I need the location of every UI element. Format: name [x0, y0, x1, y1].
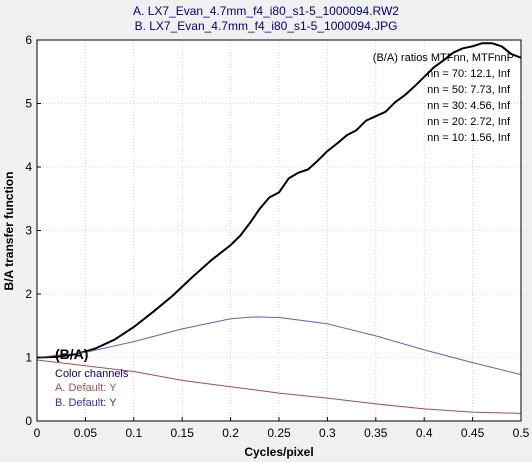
ratio-table: (B/A) ratios MTFnn, MTFnnP nn = 70: 12.1… — [373, 52, 514, 144]
ratio-table-header: (B/A) ratios MTFnn, MTFnnP — [373, 52, 514, 64]
ratio-table-row: nn = 10: 1.56, Inf — [427, 132, 511, 144]
x-tick-label: 0.3 — [319, 426, 336, 440]
x-axis-ticks: 0 0.05 0.1 0.15 0.2 0.25 0.3 0.35 0.4 0.45 0.5 — [34, 417, 530, 440]
x-tick-label: 0.45 — [461, 426, 485, 440]
y-tick-label: 3 — [25, 224, 32, 238]
legend: (B/A) Color channels A. Default: Y B. De… — [55, 346, 129, 409]
x-tick-label: 0.5 — [513, 426, 530, 440]
legend-item-a: A. Default: Y — [55, 382, 117, 394]
ratio-table-row: nn = 30: 4.56, Inf — [427, 100, 511, 112]
x-tick-label: 0.05 — [74, 426, 98, 440]
series-layer — [36, 42, 522, 414]
legend-heading: Color channels — [55, 368, 129, 380]
series-line-1 — [36, 316, 522, 376]
y-tick-label: 1 — [25, 351, 32, 365]
x-tick-label: 0 — [34, 426, 41, 440]
ratio-table-row: nn = 50: 7.73, Inf — [427, 84, 511, 96]
chart-title-line-b: B. LX7_Evan_4.7mm_f4_i80_s1-5_1000094.JP… — [135, 19, 398, 33]
x-tick-label: 0.1 — [125, 426, 142, 440]
y-tick-label: 5 — [25, 97, 32, 111]
x-tick-label: 0.2 — [222, 426, 239, 440]
x-tick-label: 0.25 — [267, 426, 291, 440]
x-tick-label: 0.4 — [416, 426, 433, 440]
series-line-0 — [36, 42, 522, 359]
legend-ratio-label: (B/A) — [55, 346, 88, 362]
ratio-table-row: nn = 70: 12.1, Inf — [427, 68, 511, 80]
y-tick-label: 6 — [25, 33, 32, 47]
y-tick-label: 4 — [25, 160, 32, 174]
y-axis-ticks: 0 1 2 3 4 5 6 — [25, 33, 41, 428]
x-axis-label: Cycles/pixel — [244, 445, 313, 459]
y-tick-label: 0 — [25, 414, 32, 428]
legend-item-b: B. Default: Y — [55, 397, 117, 409]
x-tick-label: 0.35 — [364, 426, 388, 440]
y-axis-label: B/A transfer function — [2, 172, 16, 291]
series-line-2 — [36, 359, 522, 414]
chart-title-line-a: A. LX7_Evan_4.7mm_f4_i80_s1-5_1000094.RW… — [133, 4, 399, 18]
y-tick-label: 2 — [25, 287, 32, 301]
ratio-table-row: nn = 20: 2.72, Inf — [427, 116, 511, 128]
x-tick-label: 0.15 — [171, 426, 195, 440]
